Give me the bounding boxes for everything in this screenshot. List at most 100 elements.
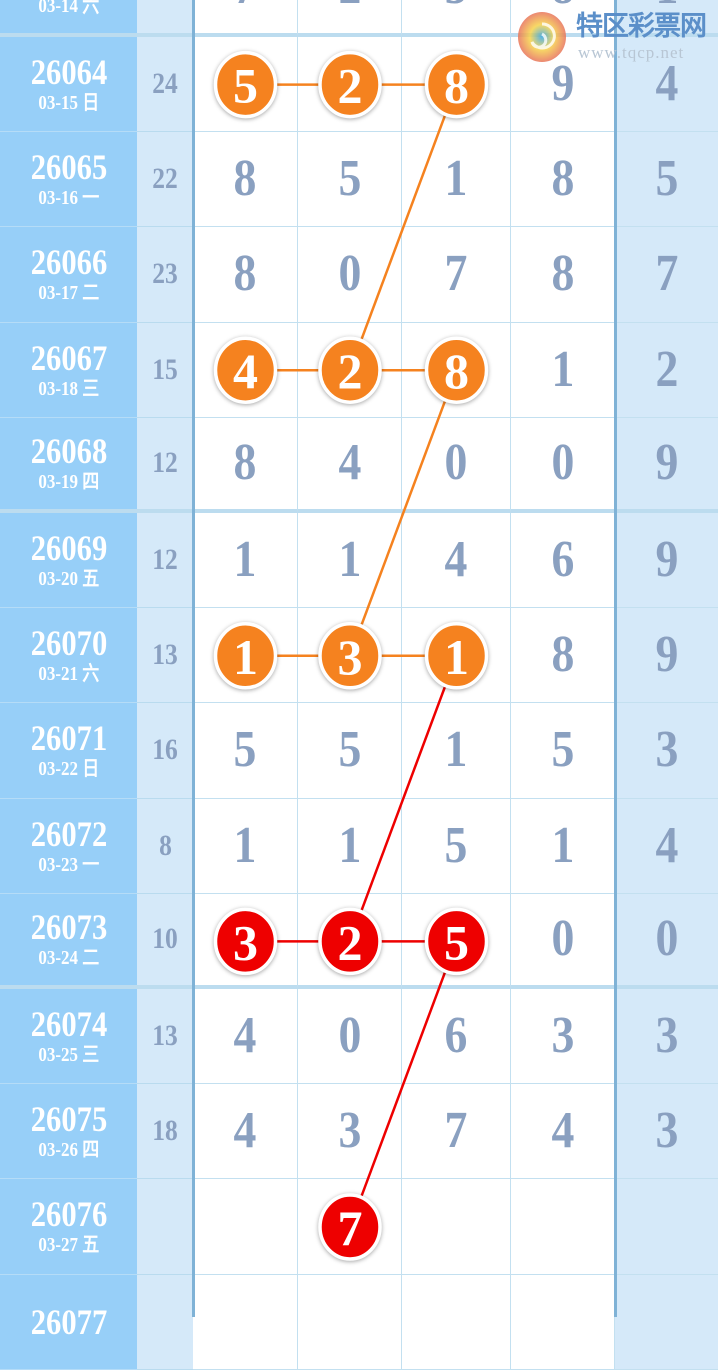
digit-cell: 5: [298, 703, 402, 799]
watermark-logo: 特区彩票网 www.tqcp.net: [516, 10, 712, 64]
digit-value: 1: [233, 816, 257, 874]
digit-value: 8: [233, 245, 257, 303]
digit-value: 5: [233, 721, 257, 779]
draw-date: 03-26 四: [38, 1139, 99, 1162]
digit-value: 4: [655, 55, 678, 113]
digit-value: 0: [551, 910, 574, 968]
digit-value: 4: [338, 434, 361, 492]
digit-cell: 9: [615, 608, 718, 704]
watermark-name: 特区彩票网: [576, 11, 707, 42]
digit-value: 3: [655, 1007, 678, 1065]
draw-date: 03-17 二: [38, 282, 99, 305]
period-number: 26074: [30, 1004, 107, 1045]
sum-cell: 15: [137, 322, 193, 418]
sum-cell: 12: [137, 417, 193, 513]
digit-cell: 3: [615, 1084, 718, 1180]
draw-date: 03-27 五: [38, 1234, 99, 1257]
digit-cell: 8: [511, 608, 615, 704]
sum-cell: 24: [137, 37, 193, 133]
column-divider: [192, 0, 195, 1317]
period-cell: 26066 03-17 二: [0, 227, 137, 323]
period-cell: 26065 03-16 一: [0, 132, 137, 228]
period-number: 26069: [30, 528, 107, 569]
digit-cell: 4: [193, 1084, 298, 1180]
digit-value: 1: [233, 531, 257, 589]
digit-value: 1: [551, 340, 574, 398]
digit-cell: 3: [615, 703, 718, 799]
digit-value: 9: [655, 434, 678, 492]
digit-cell: 4: [615, 37, 718, 133]
period-number: 26064: [30, 52, 107, 93]
digit-value: 5: [338, 721, 361, 779]
digit-cell: 5: [402, 0, 511, 37]
period-number: 26075: [30, 1099, 107, 1140]
digit-value: 5: [655, 150, 678, 208]
period-number: 26066: [30, 242, 107, 283]
digit-cell: 6: [511, 513, 615, 609]
digit-cell: 5: [615, 132, 718, 228]
digit-cell: [615, 1179, 718, 1275]
digit-value: 4: [655, 816, 678, 874]
highlight-ball: 8: [424, 336, 489, 404]
period-cell: 26071 03-22 日: [0, 703, 137, 799]
digit-cell: 0: [511, 893, 615, 989]
digit-value: 2: [655, 340, 678, 398]
digit-value: 8: [233, 434, 257, 492]
sum-cell: 23: [137, 227, 193, 323]
period-cell: 26076 03-27 五: [0, 1179, 137, 1275]
digit-cell: 8: [193, 132, 298, 228]
digit-value: 3: [551, 1007, 574, 1065]
period-cell: 26072 03-23 一: [0, 798, 137, 894]
digit-cell: 4: [402, 513, 511, 609]
ball-digit: 5: [233, 58, 258, 114]
digit-value: 1: [338, 816, 361, 874]
digit-cell: 8: [193, 227, 298, 323]
trend-line: [348, 940, 458, 1228]
period-cell: 26070 03-21 六: [0, 608, 137, 704]
trend-line: [348, 84, 458, 371]
period-cell: 26075 03-26 四: [0, 1084, 137, 1180]
period-cell: 26068 03-19 四: [0, 417, 137, 513]
ball-digit: 1: [233, 629, 258, 685]
sum-cell: 18: [137, 1084, 193, 1180]
sum-value: 15: [152, 352, 178, 386]
digit-value: 4: [233, 1007, 257, 1065]
digit-value: 4: [444, 531, 468, 589]
digit-cell: 0: [615, 893, 718, 989]
digit-value: 1: [551, 816, 574, 874]
digit-cell: 2: [298, 0, 402, 37]
digit-value: 0: [338, 245, 361, 303]
ball-digit: 3: [233, 914, 258, 970]
digit-cell: 3: [615, 989, 718, 1085]
highlight-ball: 1: [424, 622, 489, 690]
draw-date: 03-21 六: [38, 663, 99, 686]
sum-cell: [137, 1179, 193, 1275]
digit-cell: 7: [402, 227, 511, 323]
digit-value: 0: [655, 910, 678, 968]
digit-value: 8: [551, 150, 574, 208]
digit-cell: 1: [511, 798, 615, 894]
digit-cell: 9: [615, 417, 718, 513]
period-cell: 2606303-14 六: [0, 0, 137, 37]
sum-value: 13: [152, 638, 178, 672]
highlight-ball: 2: [318, 50, 382, 119]
digit-cell: 5: [298, 132, 402, 228]
trend-line: [348, 369, 458, 657]
digit-value: 8: [551, 626, 574, 684]
trend-overlay: 5 2 8 4 2 8 1 3 1 3 2 5 7: [213, 50, 489, 1261]
swirl-logo-icon: [518, 12, 566, 62]
digit-value: 9: [655, 531, 678, 589]
period-number: 26067: [30, 337, 107, 378]
sum-value: 13: [152, 1019, 178, 1053]
ball-digit: 2: [338, 58, 363, 114]
sum-cell: 13: [137, 608, 193, 704]
digit-value: 7: [444, 1102, 468, 1160]
digit-cell: 4: [298, 417, 402, 513]
digit-cell: [511, 1179, 615, 1275]
period-number: 26068: [30, 431, 107, 472]
draw-date: 03-19 四: [38, 471, 99, 494]
highlight-ball: 7: [318, 1193, 382, 1261]
digit-value: 0: [444, 434, 468, 492]
draw-date: 03-24 二: [38, 947, 99, 970]
